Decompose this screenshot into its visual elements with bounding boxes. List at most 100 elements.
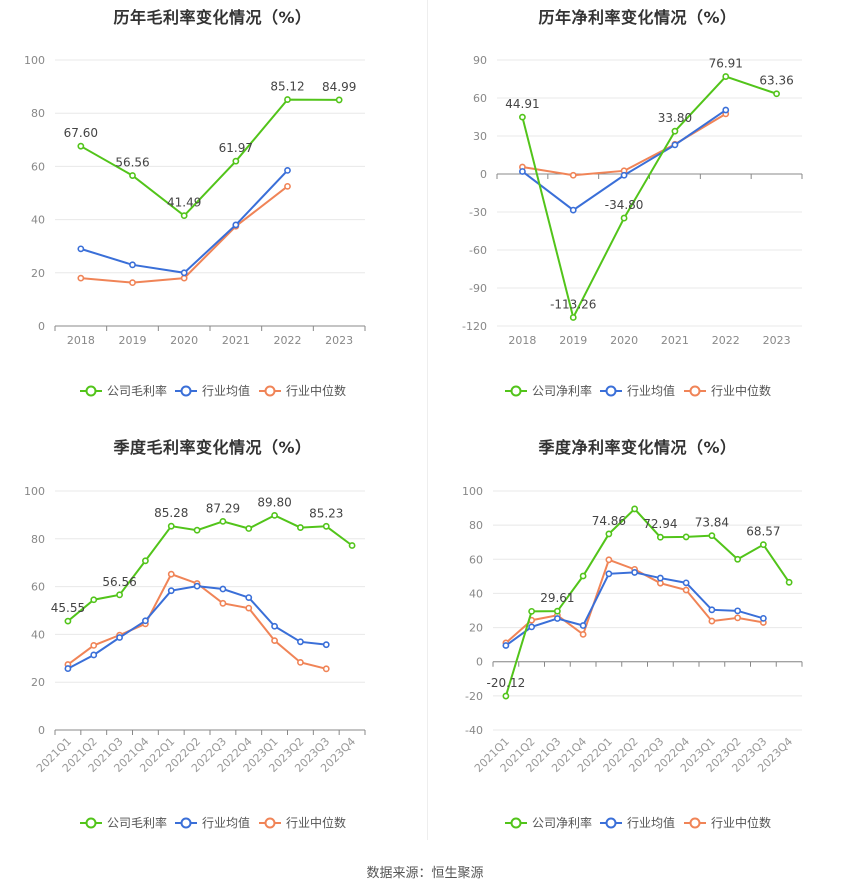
data-point-company[interactable] — [232, 157, 240, 165]
data-point-industry-avg[interactable] — [322, 641, 330, 649]
data-point-company[interactable] — [322, 522, 330, 530]
data-point-industry-median[interactable] — [322, 665, 330, 673]
data-point-industry-avg[interactable] — [631, 569, 639, 576]
data-point-company[interactable] — [708, 532, 716, 540]
data-point-industry-median[interactable] — [167, 570, 175, 578]
data-point-industry-median[interactable] — [219, 599, 227, 607]
data-point-company[interactable] — [167, 522, 175, 530]
data-point-industry-median[interactable] — [90, 641, 98, 649]
data-point-company[interactable] — [605, 530, 613, 538]
data-point-company[interactable] — [245, 525, 253, 532]
data-point-industry-avg[interactable] — [528, 623, 536, 631]
legend-item-company[interactable]: 公司毛利率 — [80, 815, 167, 830]
legend-item-company[interactable]: 公司毛利率 — [80, 383, 167, 398]
data-point-industry-avg[interactable] — [284, 166, 291, 174]
data-point-industry-avg[interactable] — [193, 582, 201, 590]
data-point-company[interactable] — [193, 526, 201, 534]
data-point-industry-median[interactable] — [708, 617, 716, 625]
data-point-company[interactable] — [271, 511, 278, 519]
data-point-industry-avg[interactable] — [502, 642, 510, 649]
data-point-industry-avg[interactable] — [232, 221, 240, 229]
data-point-company[interactable] — [502, 692, 510, 700]
data-point-industry-avg[interactable] — [605, 570, 613, 578]
data-point-company[interactable] — [219, 517, 227, 525]
data-point-industry-avg[interactable] — [64, 665, 72, 672]
data-point-company[interactable] — [129, 172, 136, 179]
data-point-industry-avg[interactable] — [656, 574, 664, 582]
data-point-company[interactable] — [569, 314, 577, 321]
data-point-industry-avg[interactable] — [142, 617, 149, 625]
data-point-company[interactable] — [284, 96, 291, 103]
legend-item-company[interactable]: 公司净利率 — [505, 383, 592, 398]
data-point-company[interactable] — [348, 542, 356, 549]
data-point-industry-avg[interactable] — [682, 579, 690, 587]
data-point-company[interactable] — [785, 578, 793, 586]
legend-item-industry-median[interactable]: 行业中位数 — [684, 383, 771, 398]
data-point-company[interactable] — [631, 505, 639, 513]
data-point-industry-avg[interactable] — [271, 622, 278, 630]
data-point-company[interactable] — [64, 617, 72, 625]
legend-item-industry-median[interactable]: 行业中位数 — [684, 815, 771, 830]
data-point-company[interactable] — [734, 555, 742, 563]
data-point-company[interactable] — [335, 96, 343, 104]
data-point-industry-avg[interactable] — [180, 269, 188, 277]
data-point-industry-median[interactable] — [180, 274, 188, 282]
data-point-company[interactable] — [620, 214, 628, 222]
data-point-industry-avg[interactable] — [734, 607, 742, 615]
data-point-industry-avg[interactable] — [722, 106, 730, 114]
data-point-industry-median[interactable] — [734, 614, 742, 622]
data-point-industry-avg[interactable] — [77, 245, 85, 253]
data-point-industry-avg[interactable] — [167, 587, 175, 595]
data-point-company[interactable] — [773, 90, 780, 98]
data-point-industry-avg[interactable] — [579, 622, 587, 629]
data-point-company[interactable] — [180, 212, 188, 220]
data-point-company[interactable] — [528, 607, 536, 615]
data-label: 63.36 — [759, 74, 793, 88]
data-point-industry-median[interactable] — [77, 274, 85, 282]
legend-item-industry-avg[interactable]: 行业均值 — [175, 815, 250, 830]
legend-item-industry-median[interactable]: 行业中位数 — [259, 383, 346, 398]
data-point-industry-avg[interactable] — [219, 585, 227, 593]
data-point-industry-median[interactable] — [284, 182, 291, 190]
data-point-industry-avg[interactable] — [708, 606, 716, 614]
data-point-industry-avg[interactable] — [569, 206, 577, 214]
data-point-industry-median[interactable] — [297, 658, 304, 666]
data-point-industry-avg[interactable] — [553, 615, 561, 622]
legend-item-company[interactable]: 公司净利率 — [505, 815, 592, 830]
data-point-company[interactable] — [297, 524, 304, 531]
data-point-industry-median[interactable] — [682, 586, 690, 594]
data-point-industry-avg[interactable] — [671, 141, 679, 149]
data-point-industry-avg[interactable] — [297, 638, 304, 646]
data-point-company[interactable] — [759, 541, 767, 549]
data-point-company[interactable] — [579, 572, 587, 580]
data-point-industry-avg[interactable] — [90, 651, 98, 659]
y-tick-label: 60 — [469, 553, 483, 566]
data-point-industry-avg[interactable] — [620, 171, 628, 179]
legend-item-industry-avg[interactable]: 行业均值 — [600, 815, 675, 830]
data-point-industry-median[interactable] — [605, 556, 613, 564]
legend-item-industry-avg[interactable]: 行业均值 — [600, 383, 675, 398]
data-point-industry-avg[interactable] — [519, 168, 526, 175]
data-point-company[interactable] — [671, 127, 679, 135]
data-point-industry-median[interactable] — [129, 279, 136, 287]
data-point-company[interactable] — [656, 533, 664, 541]
legend-item-industry-avg[interactable]: 行业均值 — [175, 383, 250, 398]
data-point-industry-median[interactable] — [579, 630, 587, 638]
legend-item-industry-median[interactable]: 行业中位数 — [259, 815, 346, 830]
data-point-company[interactable] — [142, 557, 149, 565]
data-point-company[interactable] — [90, 596, 98, 604]
data-point-company[interactable] — [553, 607, 561, 615]
data-point-company[interactable] — [116, 591, 123, 599]
data-point-industry-avg[interactable] — [245, 594, 253, 601]
data-point-company[interactable] — [682, 533, 690, 541]
data-point-company[interactable] — [519, 113, 526, 121]
data-point-industry-avg[interactable] — [116, 634, 123, 641]
data-point-industry-median[interactable] — [271, 637, 278, 645]
legend-marker-icon — [605, 385, 617, 397]
data-point-industry-median[interactable] — [245, 604, 253, 612]
data-point-industry-avg[interactable] — [759, 614, 767, 622]
data-point-industry-median[interactable] — [569, 171, 577, 179]
data-point-company[interactable] — [722, 73, 730, 80]
data-point-industry-avg[interactable] — [129, 261, 136, 269]
data-point-company[interactable] — [77, 142, 85, 150]
